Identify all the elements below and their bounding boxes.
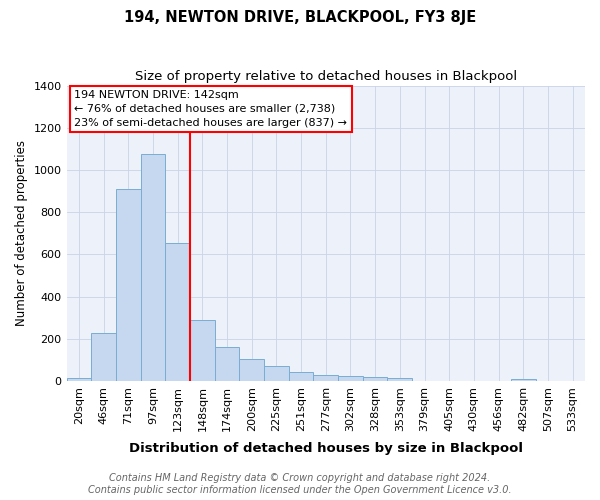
Bar — [289, 372, 313, 381]
Bar — [116, 189, 140, 381]
Bar — [363, 377, 388, 381]
Bar — [313, 375, 338, 381]
X-axis label: Distribution of detached houses by size in Blackpool: Distribution of detached houses by size … — [129, 442, 523, 455]
Bar — [140, 154, 165, 381]
Bar — [190, 320, 215, 381]
Bar — [388, 378, 412, 381]
Bar — [338, 376, 363, 381]
Title: Size of property relative to detached houses in Blackpool: Size of property relative to detached ho… — [135, 70, 517, 83]
Bar — [239, 359, 264, 381]
Bar — [67, 378, 91, 381]
Bar — [215, 347, 239, 381]
Bar — [264, 366, 289, 381]
Bar — [91, 334, 116, 381]
Text: 194 NEWTON DRIVE: 142sqm
← 76% of detached houses are smaller (2,738)
23% of sem: 194 NEWTON DRIVE: 142sqm ← 76% of detach… — [74, 90, 347, 128]
Text: Contains HM Land Registry data © Crown copyright and database right 2024.
Contai: Contains HM Land Registry data © Crown c… — [88, 474, 512, 495]
Bar — [511, 379, 536, 381]
Text: 194, NEWTON DRIVE, BLACKPOOL, FY3 8JE: 194, NEWTON DRIVE, BLACKPOOL, FY3 8JE — [124, 10, 476, 25]
Y-axis label: Number of detached properties: Number of detached properties — [15, 140, 28, 326]
Bar — [165, 242, 190, 381]
